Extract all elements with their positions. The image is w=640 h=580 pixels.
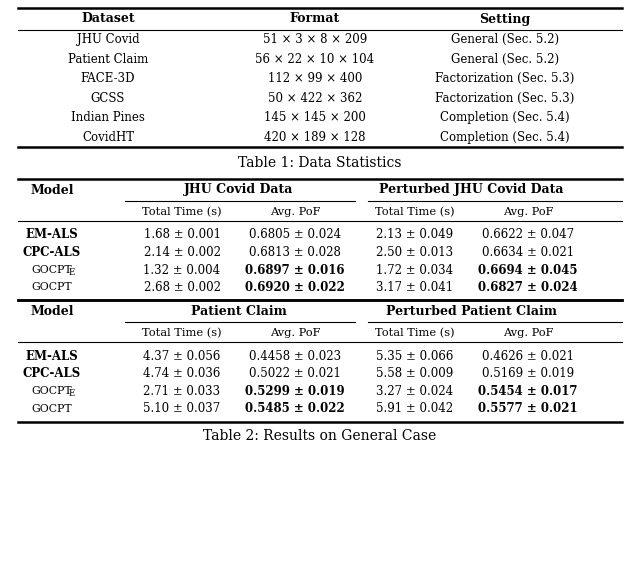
Text: 0.6694 ± 0.045: 0.6694 ± 0.045	[478, 263, 578, 277]
Text: 4.74 ± 0.036: 4.74 ± 0.036	[143, 367, 221, 380]
Text: 2.71 ± 0.033: 2.71 ± 0.033	[143, 385, 221, 398]
Text: 1.68 ± 0.001: 1.68 ± 0.001	[143, 229, 221, 241]
Text: 0.5577 ± 0.021: 0.5577 ± 0.021	[478, 403, 578, 415]
Text: 5.35 ± 0.066: 5.35 ± 0.066	[376, 350, 454, 362]
Text: General (Sec. 5.2): General (Sec. 5.2)	[451, 53, 559, 66]
Text: 51 × 3 × 8 × 209: 51 × 3 × 8 × 209	[263, 33, 367, 46]
Text: Factorization (Sec. 5.3): Factorization (Sec. 5.3)	[435, 72, 575, 85]
Text: Model: Model	[30, 304, 74, 318]
Text: 0.6813 ± 0.028: 0.6813 ± 0.028	[249, 246, 341, 259]
Text: JHU Covid: JHU Covid	[77, 33, 140, 46]
Text: 0.5169 ± 0.019: 0.5169 ± 0.019	[482, 367, 574, 380]
Text: 145 × 145 × 200: 145 × 145 × 200	[264, 111, 366, 124]
Text: 0.6805 ± 0.024: 0.6805 ± 0.024	[249, 229, 341, 241]
Text: General (Sec. 5.2): General (Sec. 5.2)	[451, 33, 559, 46]
Text: 0.6634 ± 0.021: 0.6634 ± 0.021	[482, 246, 574, 259]
Text: CPC-ALS: CPC-ALS	[23, 246, 81, 259]
Text: 0.5299 ± 0.019: 0.5299 ± 0.019	[245, 385, 345, 398]
Text: CovidHT: CovidHT	[82, 130, 134, 144]
Text: Total Time (s): Total Time (s)	[375, 207, 455, 217]
Text: 420 × 189 × 128: 420 × 189 × 128	[264, 130, 365, 144]
Text: 2.50 ± 0.013: 2.50 ± 0.013	[376, 246, 454, 259]
Text: 0.5485 ± 0.022: 0.5485 ± 0.022	[245, 403, 345, 415]
Text: 0.6897 ± 0.016: 0.6897 ± 0.016	[245, 263, 345, 277]
Text: Perturbed JHU Covid Data: Perturbed JHU Covid Data	[380, 183, 564, 197]
Text: E: E	[69, 389, 75, 398]
Text: Completion (Sec. 5.4): Completion (Sec. 5.4)	[440, 130, 570, 144]
Text: EM-ALS: EM-ALS	[26, 229, 78, 241]
Text: 3.27 ± 0.024: 3.27 ± 0.024	[376, 385, 454, 398]
Text: 0.6827 ± 0.024: 0.6827 ± 0.024	[478, 281, 578, 294]
Text: 112 × 99 × 400: 112 × 99 × 400	[268, 72, 362, 85]
Text: GOCPT: GOCPT	[32, 404, 72, 414]
Text: 0.5022 ± 0.021: 0.5022 ± 0.021	[249, 367, 341, 380]
Text: 0.5454 ± 0.017: 0.5454 ± 0.017	[478, 385, 578, 398]
Text: EM-ALS: EM-ALS	[26, 350, 78, 362]
Text: 5.91 ± 0.042: 5.91 ± 0.042	[376, 403, 454, 415]
Text: 0.4458 ± 0.023: 0.4458 ± 0.023	[249, 350, 341, 362]
Text: Total Time (s): Total Time (s)	[142, 328, 222, 338]
Text: GCSS: GCSS	[91, 92, 125, 105]
Text: E: E	[69, 268, 75, 277]
Text: 2.13 ± 0.049: 2.13 ± 0.049	[376, 229, 454, 241]
Text: Model: Model	[30, 183, 74, 197]
Text: GOCPT: GOCPT	[32, 386, 72, 396]
Text: Dataset: Dataset	[81, 13, 135, 26]
Text: FACE-3D: FACE-3D	[81, 72, 135, 85]
Text: Avg. PoF: Avg. PoF	[269, 207, 320, 217]
Text: GOCPT: GOCPT	[32, 265, 72, 275]
Text: GOCPT: GOCPT	[32, 282, 72, 292]
Text: Table 1: Data Statistics: Table 1: Data Statistics	[238, 156, 402, 170]
Text: Indian Pines: Indian Pines	[71, 111, 145, 124]
Text: Format: Format	[290, 13, 340, 26]
Text: Total Time (s): Total Time (s)	[375, 328, 455, 338]
Text: JHU Covid Data: JHU Covid Data	[184, 183, 293, 197]
Text: 5.58 ± 0.009: 5.58 ± 0.009	[376, 367, 454, 380]
Text: 50 × 422 × 362: 50 × 422 × 362	[268, 92, 362, 105]
Text: 0.6920 ± 0.022: 0.6920 ± 0.022	[245, 281, 345, 294]
Text: Patient Claim: Patient Claim	[68, 53, 148, 66]
Text: 3.17 ± 0.041: 3.17 ± 0.041	[376, 281, 454, 294]
Text: CPC-ALS: CPC-ALS	[23, 367, 81, 380]
Text: 0.6622 ± 0.047: 0.6622 ± 0.047	[482, 229, 574, 241]
Text: Avg. PoF: Avg. PoF	[503, 207, 553, 217]
Text: 5.10 ± 0.037: 5.10 ± 0.037	[143, 403, 221, 415]
Text: 1.72 ± 0.034: 1.72 ± 0.034	[376, 263, 454, 277]
Text: Completion (Sec. 5.4): Completion (Sec. 5.4)	[440, 111, 570, 124]
Text: Avg. PoF: Avg. PoF	[269, 328, 320, 338]
Text: Total Time (s): Total Time (s)	[142, 207, 222, 217]
Text: 2.14 ± 0.002: 2.14 ± 0.002	[143, 246, 221, 259]
Text: 2.68 ± 0.002: 2.68 ± 0.002	[143, 281, 221, 294]
Text: Table 2: Results on General Case: Table 2: Results on General Case	[204, 429, 436, 443]
Text: Factorization (Sec. 5.3): Factorization (Sec. 5.3)	[435, 92, 575, 105]
Text: Avg. PoF: Avg. PoF	[503, 328, 553, 338]
Text: Perturbed Patient Claim: Perturbed Patient Claim	[386, 304, 557, 318]
Text: 4.37 ± 0.056: 4.37 ± 0.056	[143, 350, 221, 362]
Text: 1.32 ± 0.004: 1.32 ± 0.004	[143, 263, 221, 277]
Text: 0.4626 ± 0.021: 0.4626 ± 0.021	[482, 350, 574, 362]
Text: Patient Claim: Patient Claim	[191, 304, 287, 318]
Text: Setting: Setting	[479, 13, 531, 26]
Text: 56 × 22 × 10 × 104: 56 × 22 × 10 × 104	[255, 53, 374, 66]
